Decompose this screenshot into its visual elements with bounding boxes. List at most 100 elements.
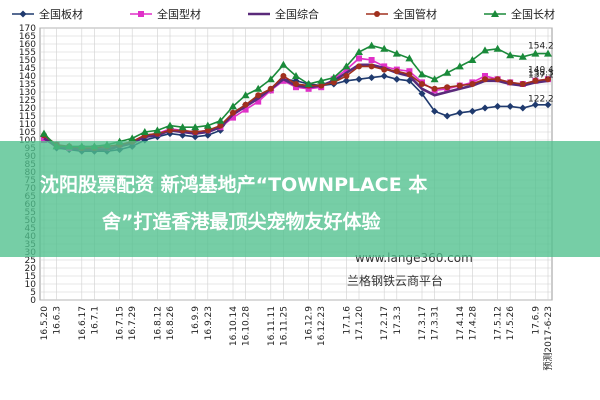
x-tick-label: 17.1.6 <box>342 306 352 335</box>
series-point <box>192 129 199 135</box>
series-point <box>203 121 212 129</box>
series-point <box>455 62 464 70</box>
series-point <box>518 52 527 60</box>
series-point <box>405 54 414 62</box>
x-tick-label: 17.1.20 <box>355 306 365 341</box>
series-point <box>255 98 262 105</box>
series-point <box>305 85 312 92</box>
x-tick-label: 16.12.23 <box>317 306 327 346</box>
x-tick-label: 16.9.9 <box>191 306 201 335</box>
end-value-label: 137.1 <box>528 71 554 81</box>
series-point <box>418 70 426 78</box>
series-point <box>128 134 137 142</box>
series-point <box>267 85 274 92</box>
x-tick-label: 17.4.28 <box>468 306 478 341</box>
series-point <box>342 77 350 85</box>
series-point <box>374 11 380 17</box>
series-point <box>430 75 439 83</box>
series-point <box>419 81 425 87</box>
series-point <box>368 74 376 82</box>
series-point <box>355 75 363 83</box>
series-point <box>191 123 200 131</box>
series-point <box>506 51 515 59</box>
series-point <box>393 68 400 75</box>
y-tick-label: 5 <box>30 288 36 298</box>
series-point <box>217 122 224 129</box>
series-point <box>443 112 451 120</box>
series-point <box>406 71 413 78</box>
series-point <box>418 90 426 98</box>
legend-item: 全国型材 <box>130 7 201 21</box>
legend-item: 全国综合 <box>248 7 319 21</box>
x-tick-label: 17.6.9 <box>531 306 541 335</box>
x-tick-label: 16.8.26 <box>166 306 176 341</box>
series-point <box>317 76 326 84</box>
x-tick-label: 17.3.17 <box>418 306 428 340</box>
banner-line-2: 舍”打造香港最顶尖宠物友好体验 <box>102 210 381 233</box>
series-point <box>204 127 211 134</box>
series-point <box>280 73 287 79</box>
series-point <box>481 46 489 54</box>
series-point <box>406 68 413 75</box>
series-point <box>293 84 299 91</box>
series-point <box>41 137 47 143</box>
series-point <box>279 60 288 68</box>
series-point <box>266 75 275 83</box>
series-point <box>468 107 476 115</box>
y-tick-label: 15 <box>25 272 36 282</box>
y-tick-label: 125 <box>19 96 36 106</box>
x-tick-label: 17.2.17 <box>380 306 390 340</box>
series-point <box>329 73 338 81</box>
end-value-label: 140.4 <box>528 65 554 75</box>
series-point <box>242 106 249 113</box>
series-point <box>191 133 199 141</box>
series-point <box>216 126 224 134</box>
x-tick-label: 16.6.3 <box>53 306 63 335</box>
series-point <box>138 11 144 17</box>
x-tick-label: 16.9.23 <box>204 306 214 340</box>
series-point <box>381 63 388 70</box>
series-point <box>380 72 388 80</box>
series-point <box>40 129 48 137</box>
series-point <box>494 76 501 83</box>
x-tick-label: 预测2017-6-23 <box>543 306 554 371</box>
x-tick-label: 16.11.11 <box>267 306 277 346</box>
series-point <box>469 81 476 87</box>
y-tick-label: 20 <box>25 264 37 274</box>
y-tick-label: 115 <box>19 112 36 122</box>
series-point <box>330 79 337 86</box>
x-tick-label: 17.5.12 <box>494 306 504 340</box>
series-point <box>506 102 514 110</box>
series-point <box>355 48 363 55</box>
end-value-label: 138.3 <box>528 69 554 79</box>
x-tick-label: 17.3.31 <box>431 306 441 340</box>
x-axis: 16.5.20 16.6.3 16.6.17 16.7.1 16.7.15 16.7.29… <box>40 306 554 371</box>
banner-line-1: 沈阳股票配资 新鸿基地产“TOWNPLACE 本 <box>40 173 427 196</box>
series-point <box>292 72 300 79</box>
series-point <box>393 75 401 83</box>
headline-banner <box>0 141 600 257</box>
y-tick-label: 170 <box>19 24 36 34</box>
y-tick-label: 25 <box>25 256 36 266</box>
series-point <box>356 55 362 62</box>
y-tick-label: 145 <box>19 64 36 74</box>
series-point <box>304 80 313 87</box>
y-tick-label: 150 <box>19 56 36 66</box>
series-point <box>468 56 477 63</box>
y-tick-label: 120 <box>19 104 36 114</box>
series-point <box>342 62 351 70</box>
x-tick-label: 16.12.9 <box>305 306 315 341</box>
x-tick-label: 16.8.12 <box>153 306 163 340</box>
series-point <box>544 101 552 109</box>
series-point <box>431 85 438 92</box>
y-tick-label: 140 <box>19 72 36 82</box>
legend-label: 全国型材 <box>157 7 201 21</box>
series-point <box>456 109 464 117</box>
y-tick-label: 165 <box>19 32 36 42</box>
series-point <box>367 41 376 49</box>
y-tick-label: 160 <box>19 40 36 50</box>
series-point <box>482 73 488 79</box>
